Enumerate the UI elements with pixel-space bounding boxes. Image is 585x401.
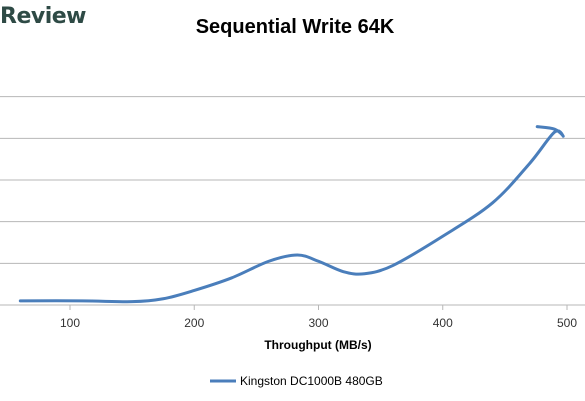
x-axis-ticks: 100 200 300 400 500 [60,305,577,330]
site-logo-text: Review [0,4,87,29]
x-tick-label-400: 400 [433,316,453,330]
gridlines [0,96,585,306]
legend: Kingston DC1000B 480GB [210,374,383,388]
x-tick-label-200: 200 [184,316,204,330]
x-tick-label-100: 100 [60,316,80,330]
x-tick-label-300: 300 [308,316,328,330]
series-line-0 [18,125,565,304]
legend-label: Kingston DC1000B 480GB [240,374,383,388]
x-tick-label-500: 500 [557,316,577,330]
chart-title: Sequential Write 64K [195,16,395,38]
x-axis-label: Throughput (MB/s) [264,338,371,352]
series-layer [18,125,565,304]
